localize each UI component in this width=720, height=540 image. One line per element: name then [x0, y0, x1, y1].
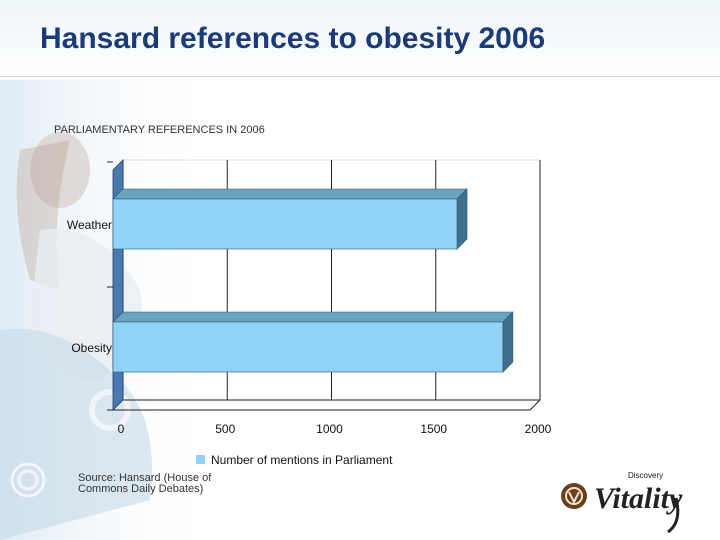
title-divider: [0, 76, 720, 77]
slide-title: Hansard references to obesity 2006: [40, 22, 546, 55]
y-tick-label-0: Weather: [67, 218, 112, 232]
x-tick-label-3: 1500: [420, 422, 447, 436]
bar-obesity: [112, 321, 504, 373]
x-tick-label-2: 1000: [316, 422, 343, 436]
legend-swatch: [196, 455, 205, 464]
bar-top-0: [112, 188, 468, 200]
legend-label: Number of mentions in Parliament: [211, 453, 393, 467]
x-tick-label-0: 0: [118, 422, 125, 436]
bar-side-0: [456, 188, 468, 250]
x-tick-label-1: 500: [215, 422, 235, 436]
source-note: Source: Hansard (House of Commons Daily …: [78, 473, 238, 495]
vitality-logo: Vitality Discovery: [561, 471, 683, 534]
logo-company-text: Discovery: [628, 471, 663, 480]
logo-brand-text: Vitality: [594, 482, 683, 515]
source-line-2: Commons Daily Debates): [78, 483, 204, 495]
header-band: [0, 0, 720, 78]
bar-weather: [112, 198, 458, 250]
source-line-1: Source: Hansard (House of: [78, 472, 212, 484]
bar-top-1: [112, 311, 514, 323]
floor-right-edge: [529, 399, 541, 411]
x-tick-label-4: 2000: [525, 422, 552, 436]
y-tick-label-1: Obesity: [71, 341, 112, 355]
chart-title: PARLIAMENTARY REFERENCES IN 2006: [54, 124, 265, 136]
bar-side-1: [502, 311, 514, 373]
